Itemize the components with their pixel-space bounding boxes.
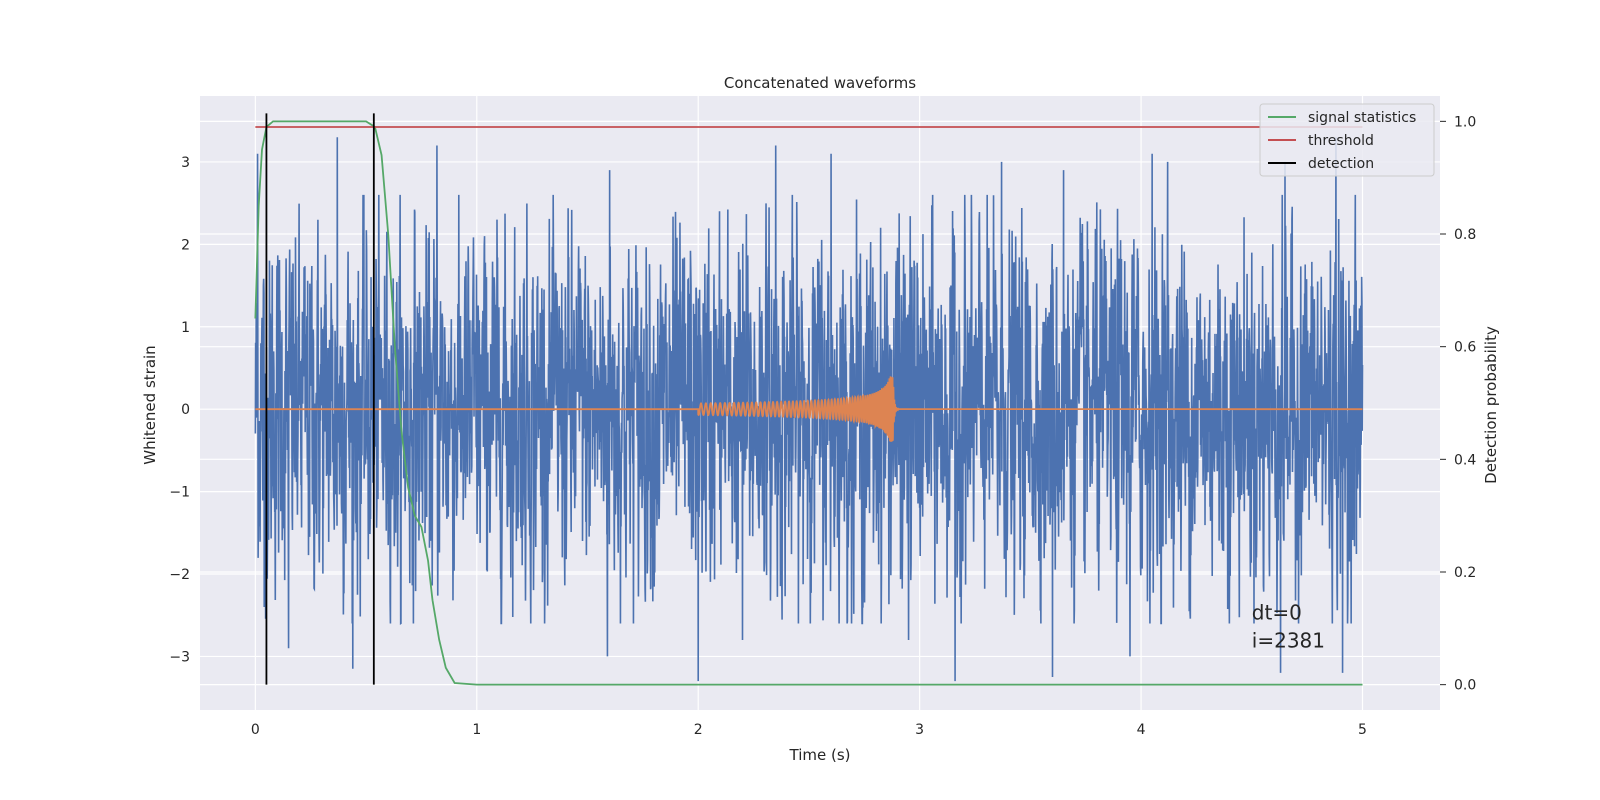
x-tick-label: 2 [694, 722, 703, 738]
series-layer [254, 113, 1364, 686]
y-tick-label: 1 [181, 320, 190, 336]
legend-box [1259, 103, 1435, 177]
y-tick-label: −1 [169, 485, 190, 501]
y2-tick-label: 1.0 [1454, 114, 1476, 130]
legend-label-signal-statistics: signal statistics [1308, 110, 1416, 126]
y-tick-label: 2 [181, 237, 190, 253]
y-axis-left: −3 −2 −1 0 1 2 3 [169, 155, 190, 665]
x-axis: 0 1 2 3 4 5 [251, 722, 1367, 738]
y2-tick-label: 0.4 [1454, 452, 1476, 468]
x-tick-label: 1 [472, 722, 481, 738]
series-strain [254, 137, 1364, 682]
y-axis-right: 0.0 0.2 0.4 0.6 0.8 1.0 [1440, 114, 1476, 694]
y-tick-label: −3 [169, 649, 190, 665]
y-tick-label: −2 [169, 567, 190, 583]
y-axis-label: Whitened strain [141, 345, 159, 464]
x-tick-label: 3 [915, 722, 924, 738]
annotation-dt: dt=0 [1252, 600, 1302, 624]
series-injected-signal [255, 376, 1363, 442]
y2-tick-label: 0.0 [1454, 678, 1476, 694]
y2-axis-label: Detection probability [1482, 326, 1500, 484]
y-tick-label: 0 [181, 402, 190, 418]
legend: signal statistics threshold detection [1259, 103, 1435, 177]
x-tick-label: 5 [1358, 722, 1367, 738]
y-tick-label: 3 [181, 155, 190, 171]
legend-label-threshold: threshold [1308, 133, 1374, 149]
y2-tick-label: 0.8 [1454, 227, 1476, 243]
x-axis-label: Time (s) [789, 746, 851, 764]
legend-label-detection: detection [1308, 156, 1374, 172]
annotation-i: i=2381 [1252, 628, 1325, 652]
x-tick-label: 0 [251, 722, 260, 738]
y2-tick-label: 0.6 [1454, 340, 1476, 356]
chart-title: Concatenated waveforms [724, 74, 916, 92]
x-tick-label: 4 [1137, 722, 1146, 738]
series-signal-statistics [254, 120, 1363, 686]
y2-tick-label: 0.2 [1454, 565, 1476, 581]
